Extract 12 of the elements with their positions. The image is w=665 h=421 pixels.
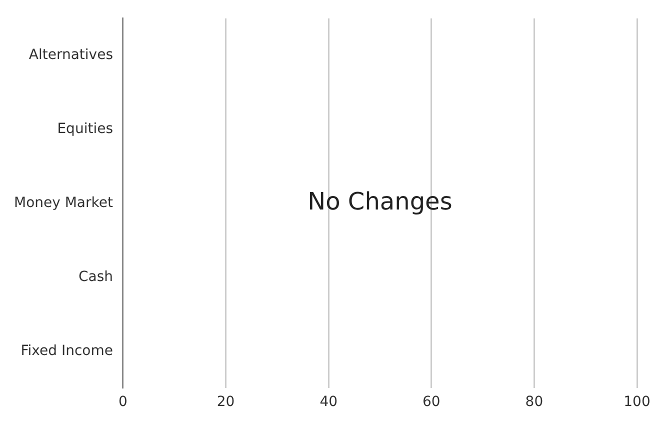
- y-tick-label: Alternatives: [28, 47, 113, 64]
- x-tick-label: 60: [422, 394, 440, 410]
- x-tick-label: 0: [118, 394, 128, 410]
- x-tick-label: 20: [216, 394, 235, 410]
- y-tick-label: Equities: [57, 120, 113, 137]
- y-tick-label: Cash: [78, 268, 113, 285]
- x-tick-label: 80: [525, 394, 544, 410]
- annotation: No Changes: [308, 188, 452, 216]
- y-tick-label: Money Market: [14, 194, 114, 211]
- x-tick-label: 100: [624, 394, 650, 410]
- x-tick-label: 40: [320, 394, 338, 410]
- y-tick-label: Fixed Income: [20, 342, 113, 359]
